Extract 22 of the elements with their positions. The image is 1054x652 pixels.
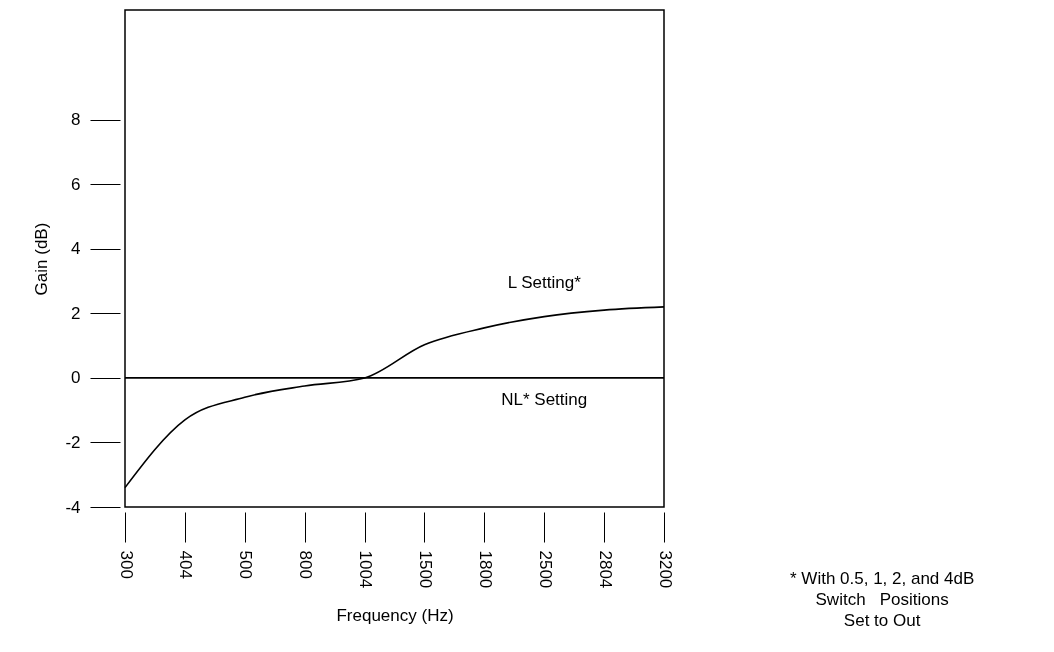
y-tick-label: 4: [71, 239, 81, 259]
x-tick-label: 2500: [535, 550, 555, 589]
text: * With 0.5, 1, 2, and 4dB Switch Positions Set to Out: [790, 568, 975, 631]
series-label: NL* Setting: [501, 389, 588, 409]
x-tick-label: 3200: [655, 550, 675, 589]
y-axis-title: Gain (dB): [32, 222, 52, 296]
x-axis-title: Frequency (Hz): [336, 606, 454, 626]
x-tick-label: 1004: [356, 550, 376, 589]
x-tick-label: 1800: [475, 550, 495, 589]
x-tick-label: 800: [296, 550, 316, 579]
y-tick-label: -4: [65, 497, 81, 517]
y-tick-label: 6: [71, 174, 81, 194]
y-tick-label: -2: [65, 432, 81, 452]
x-tick-label: 404: [176, 550, 196, 579]
x-tick-label: 1500: [415, 550, 435, 589]
series-label: L Setting*: [507, 272, 582, 292]
y-tick-label: 8: [71, 110, 81, 130]
y-tick-label: 0: [71, 368, 81, 388]
x-tick-label: 2804: [595, 550, 615, 589]
y-tick-label: 2: [71, 303, 81, 323]
x-tick-label: 500: [236, 550, 256, 579]
x-tick-label: 300: [116, 550, 136, 579]
